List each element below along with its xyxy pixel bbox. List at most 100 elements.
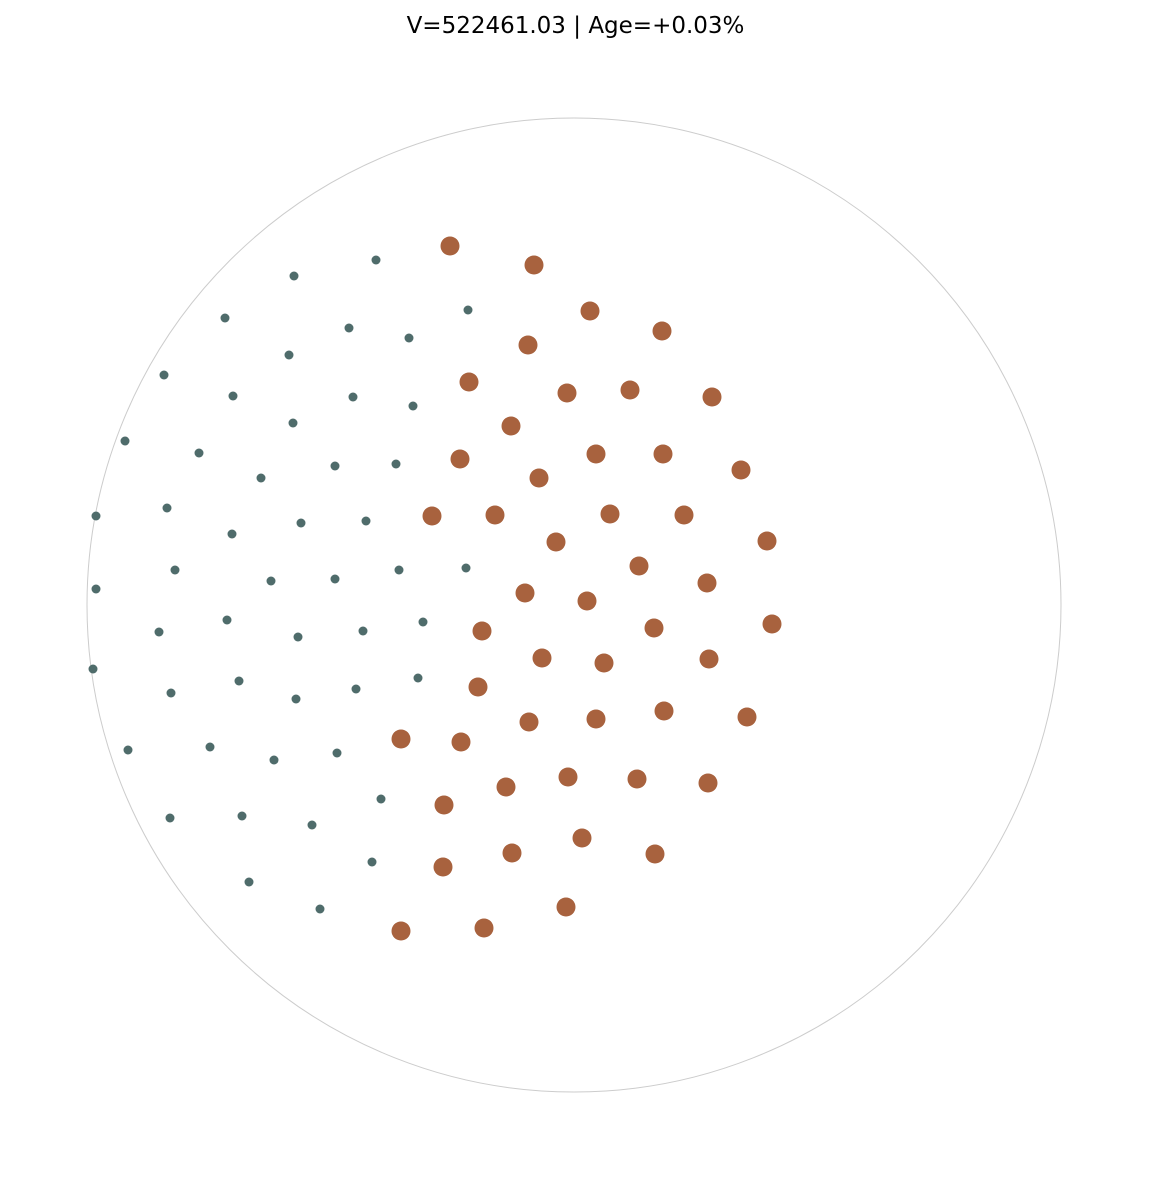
- data-point-large-orange-agents: [501, 416, 521, 436]
- data-point-large-orange-agents: [652, 321, 672, 341]
- data-point-large-orange-agents: [697, 573, 717, 593]
- data-point-small-teal-agents: [205, 742, 215, 752]
- data-point-small-teal-agents: [166, 688, 176, 698]
- data-point-large-orange-agents: [472, 621, 492, 641]
- data-point-small-teal-agents: [237, 811, 247, 821]
- data-point-large-orange-agents: [580, 301, 600, 321]
- data-point-large-orange-agents: [515, 583, 535, 603]
- data-point-small-teal-agents: [91, 511, 101, 521]
- data-point-large-orange-agents: [524, 255, 544, 275]
- data-point-small-teal-agents: [91, 584, 101, 594]
- data-point-small-teal-agents: [228, 391, 238, 401]
- data-point-large-orange-agents: [577, 591, 597, 611]
- data-points-group: [88, 236, 782, 941]
- data-point-small-teal-agents: [361, 516, 371, 526]
- data-point-small-teal-agents: [351, 684, 361, 694]
- data-point-large-orange-agents: [519, 712, 539, 732]
- data-point-small-teal-agents: [222, 615, 232, 625]
- data-point-small-teal-agents: [348, 392, 358, 402]
- data-point-large-orange-agents: [586, 709, 606, 729]
- data-point-small-teal-agents: [418, 617, 428, 627]
- data-point-large-orange-agents: [558, 767, 578, 787]
- data-point-small-teal-agents: [367, 857, 377, 867]
- data-point-small-teal-agents: [293, 632, 303, 642]
- data-point-small-teal-agents: [256, 473, 266, 483]
- data-point-large-orange-agents: [451, 732, 471, 752]
- data-point-large-orange-agents: [546, 532, 566, 552]
- data-point-small-teal-agents: [291, 694, 301, 704]
- data-point-large-orange-agents: [459, 372, 479, 392]
- data-point-small-teal-agents: [269, 755, 279, 765]
- data-point-large-orange-agents: [645, 844, 665, 864]
- data-point-large-orange-agents: [737, 707, 757, 727]
- data-point-large-orange-agents: [627, 769, 647, 789]
- data-point-large-orange-agents: [698, 773, 718, 793]
- data-point-large-orange-agents: [594, 653, 614, 673]
- data-point-small-teal-agents: [330, 461, 340, 471]
- data-point-large-orange-agents: [391, 921, 411, 941]
- data-point-large-orange-agents: [468, 677, 488, 697]
- boundary-circle: [86, 117, 1062, 1093]
- data-point-small-teal-agents: [220, 313, 230, 323]
- data-point-small-teal-agents: [344, 323, 354, 333]
- data-point-small-teal-agents: [330, 574, 340, 584]
- data-point-large-orange-agents: [518, 335, 538, 355]
- data-point-large-orange-agents: [422, 506, 442, 526]
- data-point-small-teal-agents: [123, 745, 133, 755]
- data-point-large-orange-agents: [572, 828, 592, 848]
- data-point-large-orange-agents: [502, 843, 522, 863]
- data-point-large-orange-agents: [556, 897, 576, 917]
- data-point-large-orange-agents: [433, 857, 453, 877]
- data-point-large-orange-agents: [600, 504, 620, 524]
- data-point-small-teal-agents: [266, 576, 276, 586]
- data-point-large-orange-agents: [496, 777, 516, 797]
- data-point-large-orange-agents: [644, 618, 664, 638]
- data-point-small-teal-agents: [332, 748, 342, 758]
- data-point-large-orange-agents: [757, 531, 777, 551]
- data-point-small-teal-agents: [371, 255, 381, 265]
- data-point-large-orange-agents: [674, 505, 694, 525]
- data-point-large-orange-agents: [434, 795, 454, 815]
- data-point-small-teal-agents: [404, 333, 414, 343]
- data-point-small-teal-agents: [234, 676, 244, 686]
- data-point-small-teal-agents: [296, 518, 306, 528]
- data-point-large-orange-agents: [702, 387, 722, 407]
- data-point-large-orange-agents: [557, 383, 577, 403]
- data-point-small-teal-agents: [413, 673, 423, 683]
- data-point-small-teal-agents: [288, 418, 298, 428]
- data-point-large-orange-agents: [529, 468, 549, 488]
- data-point-large-orange-agents: [485, 505, 505, 525]
- data-point-large-orange-agents: [762, 614, 782, 634]
- data-point-large-orange-agents: [450, 449, 470, 469]
- data-point-large-orange-agents: [629, 556, 649, 576]
- data-point-small-teal-agents: [120, 436, 130, 446]
- data-point-small-teal-agents: [88, 664, 98, 674]
- data-point-small-teal-agents: [376, 794, 386, 804]
- data-point-large-orange-agents: [699, 649, 719, 669]
- data-point-small-teal-agents: [408, 401, 418, 411]
- data-point-large-orange-agents: [620, 380, 640, 400]
- data-point-small-teal-agents: [391, 459, 401, 469]
- data-point-small-teal-agents: [165, 813, 175, 823]
- data-point-small-teal-agents: [463, 305, 473, 315]
- data-point-small-teal-agents: [307, 820, 317, 830]
- data-point-small-teal-agents: [227, 529, 237, 539]
- data-point-small-teal-agents: [284, 350, 294, 360]
- data-point-small-teal-agents: [154, 627, 164, 637]
- data-point-small-teal-agents: [244, 877, 254, 887]
- data-point-small-teal-agents: [394, 565, 404, 575]
- data-point-small-teal-agents: [289, 271, 299, 281]
- data-point-large-orange-agents: [653, 444, 673, 464]
- data-point-large-orange-agents: [731, 460, 751, 480]
- data-point-small-teal-agents: [194, 448, 204, 458]
- data-point-large-orange-agents: [391, 729, 411, 749]
- data-point-large-orange-agents: [474, 918, 494, 938]
- data-point-small-teal-agents: [170, 565, 180, 575]
- data-point-large-orange-agents: [532, 648, 552, 668]
- data-point-large-orange-agents: [654, 701, 674, 721]
- chart-title: V=522461.03 | Age=+0.03%: [406, 13, 745, 39]
- data-point-large-orange-agents: [440, 236, 460, 256]
- data-point-small-teal-agents: [461, 563, 471, 573]
